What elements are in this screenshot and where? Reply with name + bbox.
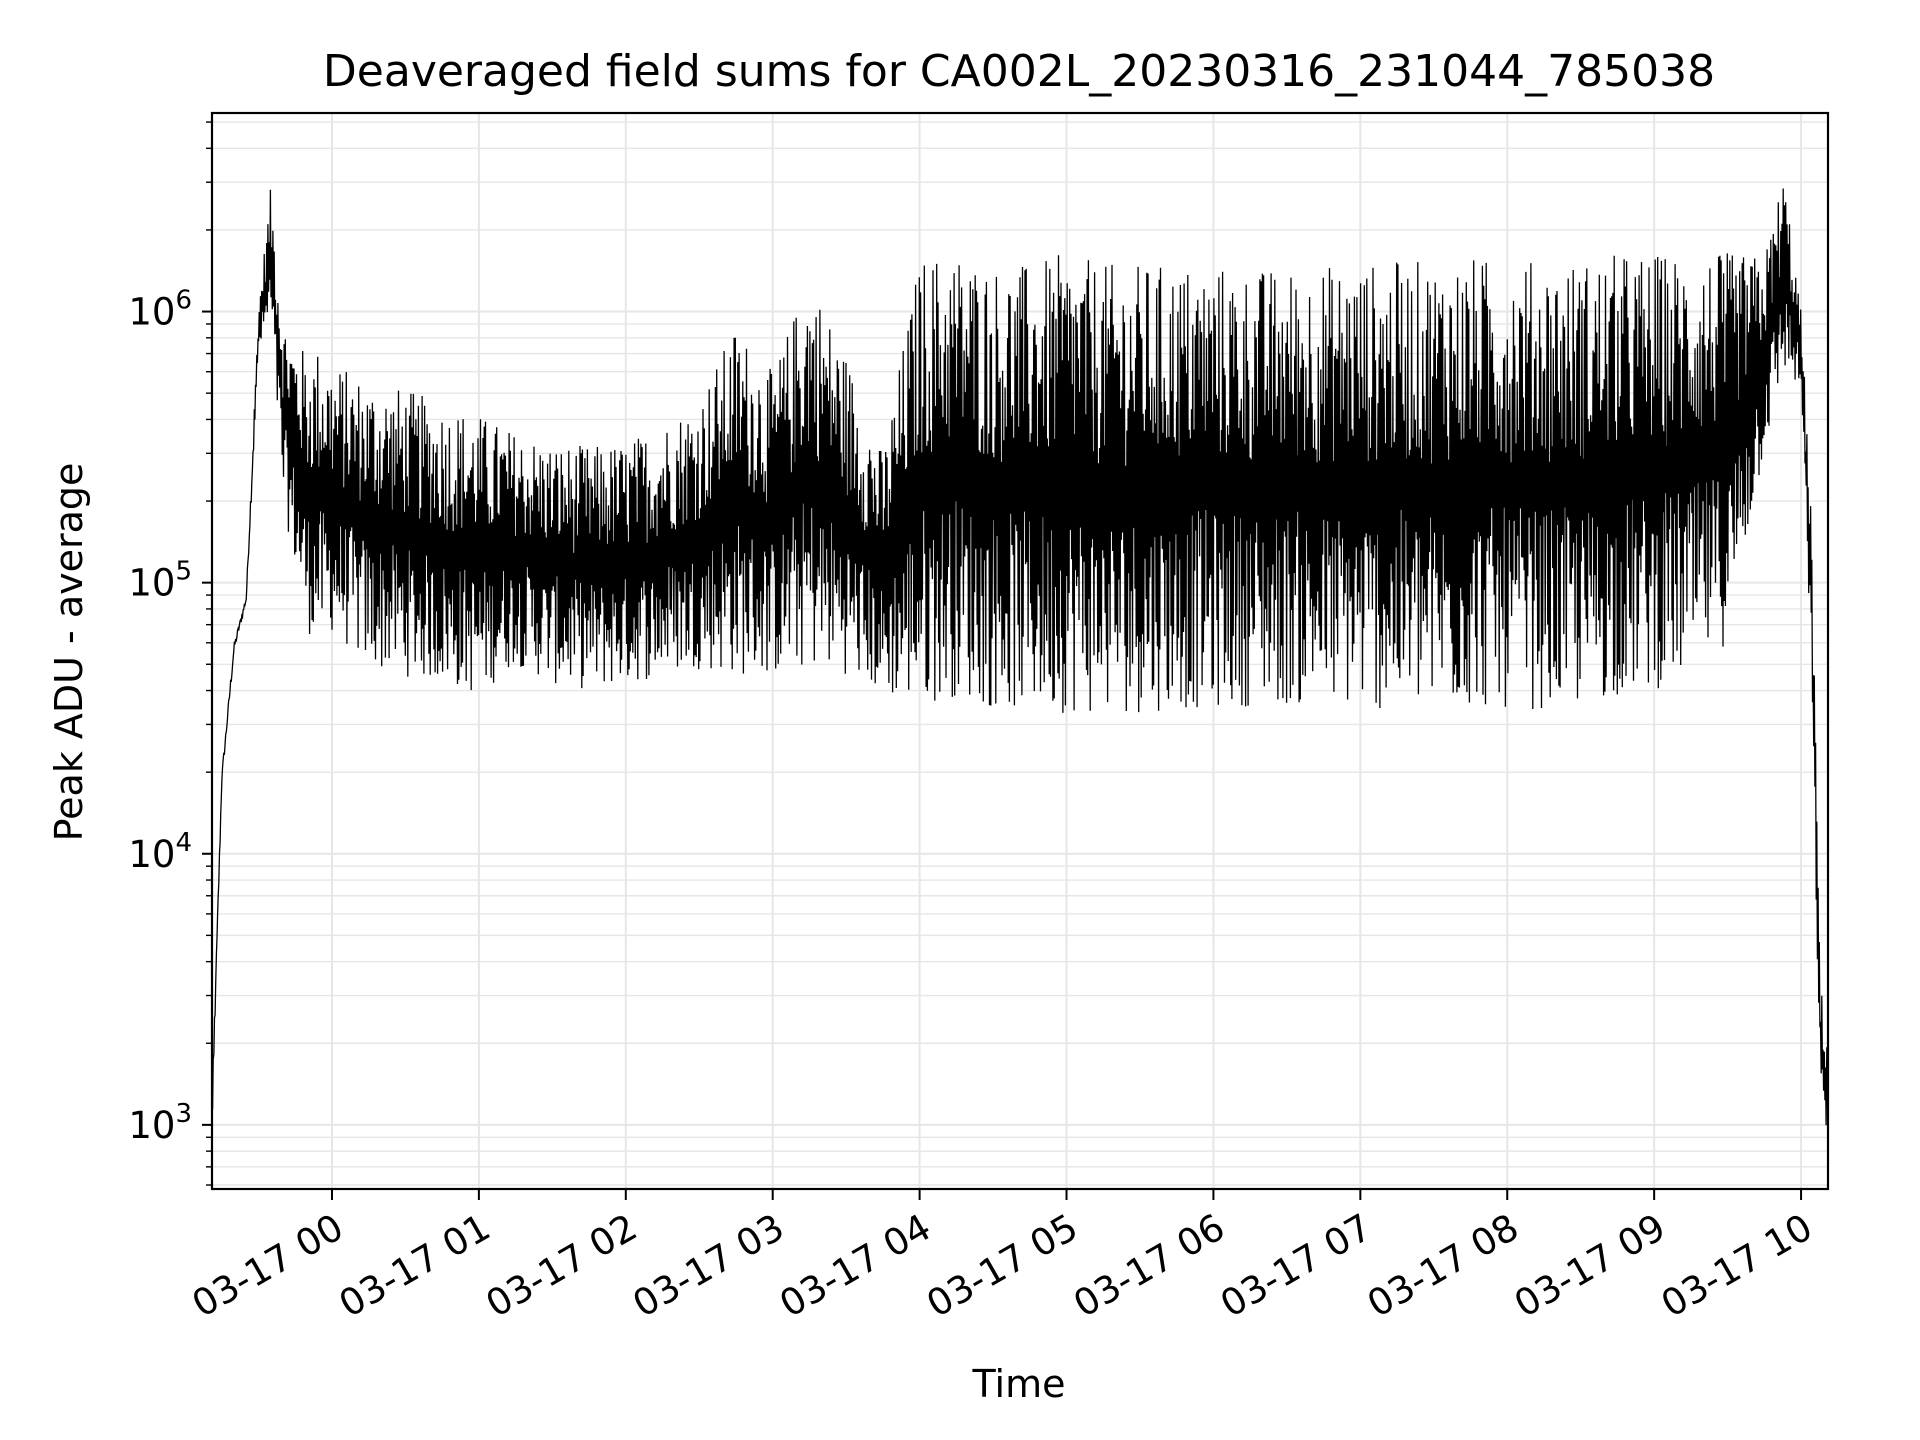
- plot-frame: [210, 111, 1830, 1191]
- series-line: [211, 188, 1829, 1126]
- y-axis-label: Peak ADU - average: [47, 463, 91, 842]
- y-axis: 103 104 105 106: [128, 121, 212, 1186]
- series-layer: [211, 188, 1829, 1126]
- y-tick-label: 106: [128, 286, 192, 334]
- y-tick-label: 104: [128, 828, 192, 876]
- x-axis-label: Time: [972, 1362, 1066, 1406]
- y-tick-label: 105: [128, 557, 192, 605]
- chart-title: Deaveraged field sums for CA002L_2023031…: [323, 46, 1715, 97]
- y-tick-label: 103: [128, 1099, 192, 1147]
